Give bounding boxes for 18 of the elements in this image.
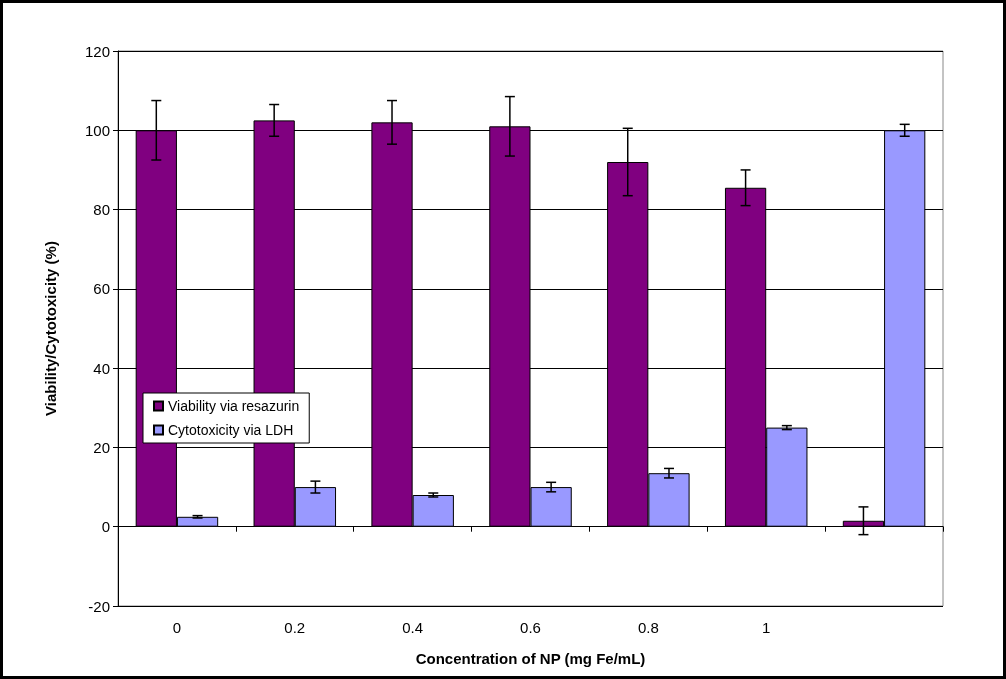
legend-label: Viability via resazurin — [168, 398, 300, 414]
y-tick-label: 40 — [93, 359, 110, 377]
x-tick-label: 0.4 — [402, 619, 424, 636]
y-axis-title: Viability/Cytotoxicity (%) — [42, 241, 59, 416]
y-tick-label: 80 — [93, 201, 110, 219]
y-tick-label: 100 — [84, 121, 110, 139]
x-tick-label: 0 — [172, 619, 182, 636]
y-tick-label: 120 — [84, 42, 110, 60]
x-axis-title: Concentration of NP (mg Fe/mL) — [415, 650, 646, 667]
y-tick-label: -20 — [88, 597, 110, 615]
legend-label: Cytotoxicity via LDH — [168, 422, 294, 438]
x-tick-label: 0.2 — [284, 619, 306, 636]
y-tick-label: 0 — [101, 518, 110, 536]
y-tick-label: 20 — [93, 438, 110, 456]
x-tick-label: 1 — [762, 619, 771, 636]
x-tick-label: 0.6 — [520, 619, 541, 636]
y-tick-label: 60 — [93, 280, 110, 298]
x-tick-label: 0.8 — [637, 619, 659, 636]
